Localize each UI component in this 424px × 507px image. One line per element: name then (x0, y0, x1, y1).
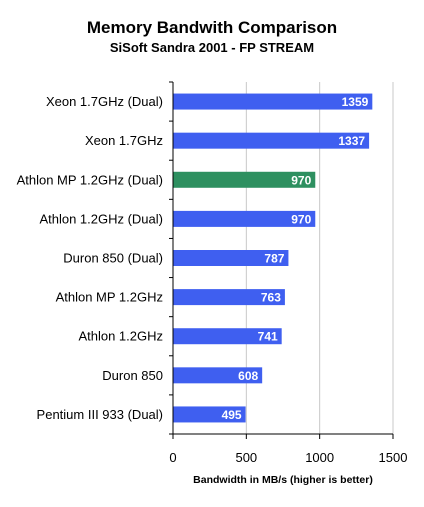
category-label: Xeon 1.7GHz (85, 133, 163, 148)
category-label: Athlon 1.2GHz (Dual) (39, 211, 163, 226)
category-label: Duron 850 (102, 368, 163, 383)
bar-value-label: 608 (238, 369, 258, 383)
bar (173, 93, 373, 110)
bar (173, 406, 246, 423)
category-label: Xeon 1.7GHz (Dual) (46, 94, 163, 109)
category-label: Athlon MP 1.2GHz (Dual) (17, 172, 163, 187)
bar-value-label: 970 (291, 212, 311, 226)
x-tick-label: 0 (169, 450, 176, 465)
bar-value-label: 1337 (338, 134, 365, 148)
bar (173, 328, 282, 345)
bar (173, 289, 285, 306)
x-axis-label: Bandwidth in MB/s (higher is better) (193, 474, 373, 486)
category-label: Pentium III 933 (Dual) (37, 407, 163, 422)
bar (173, 367, 263, 384)
bar (173, 132, 370, 149)
bar-value-label: 1359 (342, 95, 369, 109)
axes (169, 81, 394, 439)
bar (173, 250, 289, 266)
chart-subtitle: SiSoft Sandra 2001 - FP STREAM (109, 40, 315, 55)
bar-value-label: 787 (264, 252, 284, 266)
category-label: Athlon 1.2GHz (78, 329, 163, 344)
bar-value-label: 741 (258, 330, 278, 344)
category-label: Duron 850 (Dual) (63, 251, 163, 266)
chart-title: Memory Bandwith Comparison (86, 18, 338, 37)
bars (173, 93, 373, 423)
labels: 1359 Xeon 1.7GHz (Dual) 1337 Xeon 1.7GHz 970… (17, 94, 408, 465)
x-tick-label: 500 (235, 450, 257, 465)
bar-value-label: 763 (261, 291, 281, 305)
category-label: Athlon MP 1.2GHz (56, 290, 163, 305)
x-tick-label: 1500 (379, 450, 408, 465)
bar (173, 171, 316, 188)
x-tick-label: 1000 (305, 450, 334, 465)
bar-value-label: 495 (222, 408, 242, 422)
bar-value-label: 970 (291, 173, 311, 187)
bar (173, 210, 316, 227)
